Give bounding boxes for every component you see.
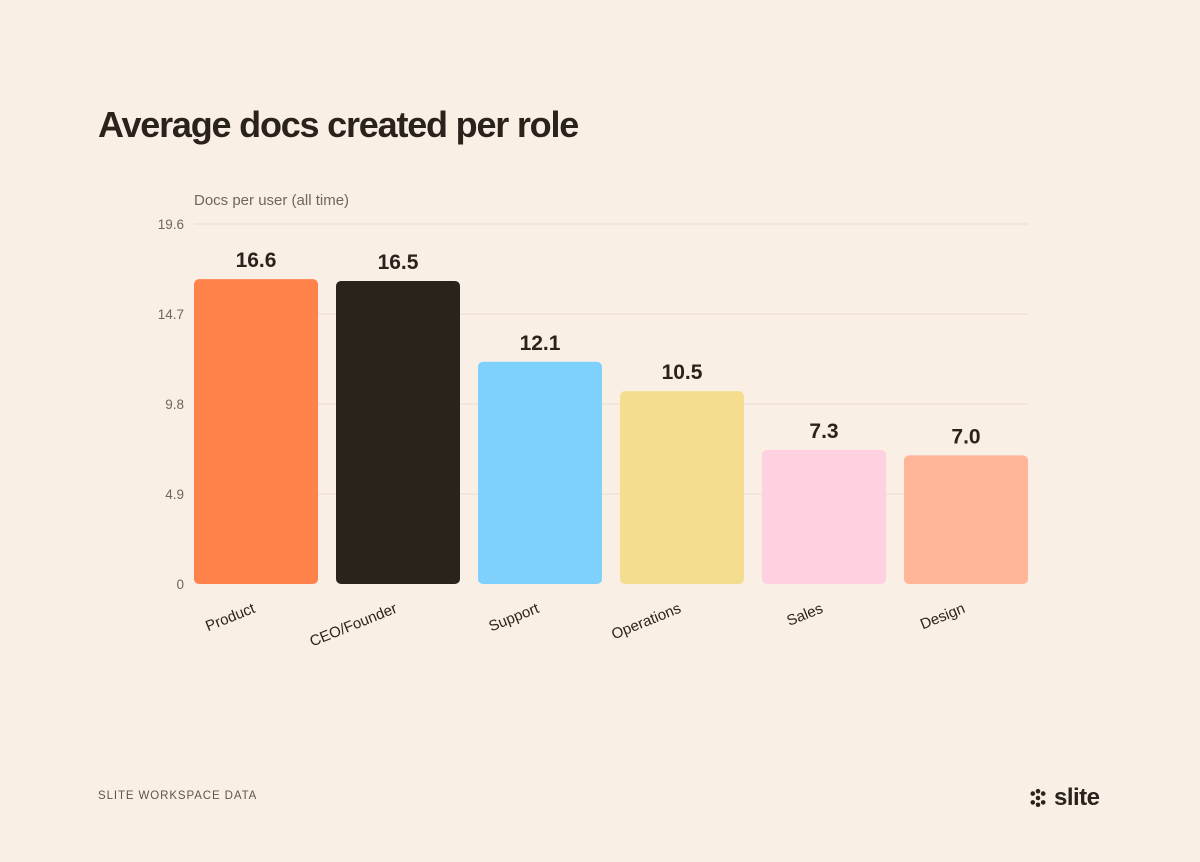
x-tick-label: CEO/Founder [307, 600, 399, 650]
value-label: 16.5 [378, 251, 419, 274]
y-axis-ticks: 0 4.9 9.8 14.7 19.6 [158, 217, 184, 592]
value-label: 7.3 [809, 420, 838, 443]
bar-operations [620, 391, 744, 584]
logo-text: slite [1054, 784, 1100, 811]
bars [194, 279, 1028, 584]
x-tick-label: Product [203, 600, 258, 635]
y-tick-label: 14.7 [158, 307, 184, 322]
x-axis-ticks: Product CEO/Founder Support Operations Sales… [203, 600, 967, 651]
value-label: 16.6 [236, 249, 277, 272]
y-tick-label: 9.8 [165, 397, 184, 412]
bar-product [194, 279, 318, 584]
slite-logo-icon [1030, 788, 1046, 808]
x-tick-label: Design [918, 600, 968, 633]
source-note: SLITE WORKSPACE DATA [98, 790, 258, 802]
bar-sales [762, 449, 886, 584]
bar-design [904, 455, 1028, 584]
y-tick-label: 4.9 [165, 487, 184, 502]
y-tick-label: 19.6 [158, 217, 184, 232]
value-label: 12.1 [520, 332, 561, 355]
value-label: 7.0 [951, 425, 980, 448]
chart-title: Average docs created per role [98, 104, 579, 145]
y-axis-label: Docs per user (all time) [194, 192, 350, 209]
gridlines [194, 223, 1028, 495]
y-tick-label: 0 [176, 577, 184, 592]
x-tick-label: Operations [609, 600, 683, 643]
slite-logo[interactable]: slite [1028, 784, 1100, 812]
value-label: 10.5 [662, 361, 703, 384]
value-labels: 16.6 16.5 12.1 10.5 7.3 7.0 [236, 249, 981, 448]
bar-support [478, 361, 602, 584]
x-tick-label: Sales [784, 600, 825, 630]
x-tick-label: Support [486, 600, 542, 636]
bar-ceo-founder [336, 280, 460, 584]
